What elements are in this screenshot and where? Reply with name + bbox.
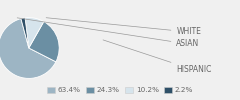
Text: HISPANIC: HISPANIC: [103, 40, 212, 74]
Wedge shape: [0, 19, 56, 78]
Text: ASIAN: ASIAN: [17, 18, 200, 48]
Text: BLACK: BLACK: [0, 99, 1, 100]
Wedge shape: [21, 18, 29, 48]
Text: WHITE: WHITE: [46, 18, 201, 36]
Legend: 63.4%, 24.3%, 10.2%, 2.2%: 63.4%, 24.3%, 10.2%, 2.2%: [44, 84, 196, 96]
Wedge shape: [29, 22, 59, 62]
Wedge shape: [25, 18, 44, 48]
